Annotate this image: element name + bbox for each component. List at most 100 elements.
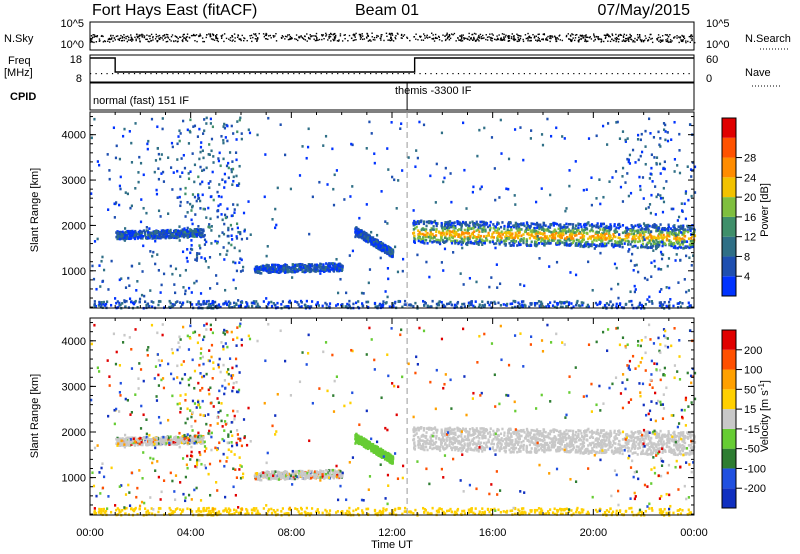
power-cell xyxy=(380,303,383,307)
power-cell xyxy=(140,234,143,237)
power-cell xyxy=(369,239,372,243)
nsky-point xyxy=(512,38,514,40)
nsky-point xyxy=(619,33,622,36)
power-cell xyxy=(115,301,118,305)
power-cell xyxy=(579,222,582,226)
power-cell xyxy=(580,301,583,304)
power-cell xyxy=(130,161,134,164)
power-cell xyxy=(380,190,383,193)
power-cell xyxy=(486,225,490,229)
nsky-point xyxy=(368,39,371,42)
power-cell xyxy=(263,265,267,269)
power-cell xyxy=(195,279,198,283)
power-cell xyxy=(189,228,192,231)
power-cell xyxy=(191,231,194,235)
power-cell xyxy=(116,230,119,233)
nsky-tick-low: 10^0 xyxy=(60,39,84,51)
power-cell xyxy=(195,259,198,262)
nsky-point xyxy=(264,38,267,40)
power-cell xyxy=(541,302,544,306)
nsky-point xyxy=(616,37,619,40)
nsky-point xyxy=(361,33,363,35)
power-cell xyxy=(444,166,447,170)
nsky-point xyxy=(325,32,327,35)
nsky-point xyxy=(661,35,664,37)
nsky-point xyxy=(220,37,223,39)
nsky-point xyxy=(141,36,144,38)
nsky-point xyxy=(596,35,598,38)
nsky-point xyxy=(424,35,426,37)
power-cell xyxy=(358,232,361,235)
power-cell xyxy=(382,246,385,250)
power-cell xyxy=(648,300,651,303)
nsky-point xyxy=(300,35,302,38)
power-cell xyxy=(222,246,225,249)
nsky-point xyxy=(347,40,349,42)
nsky-point xyxy=(551,35,553,37)
nsky-point xyxy=(90,35,93,37)
power-cell xyxy=(94,304,97,308)
nsky-point xyxy=(164,37,166,39)
nsky-point xyxy=(543,33,545,35)
power-cell xyxy=(431,299,434,303)
power-cell xyxy=(199,199,202,203)
nave-point xyxy=(111,73,114,75)
power-cell xyxy=(459,240,462,243)
power-cell xyxy=(639,188,642,192)
nsky-point xyxy=(300,35,302,37)
power-cell xyxy=(439,239,442,242)
power-cell xyxy=(310,270,313,273)
nsky-point xyxy=(496,37,499,40)
power-cell xyxy=(657,237,660,240)
nsky-point xyxy=(152,37,154,39)
nsky-point xyxy=(670,41,672,43)
power-cell xyxy=(653,226,656,229)
power-cell xyxy=(193,180,196,184)
power-cell xyxy=(330,268,333,271)
power-cell xyxy=(535,231,538,235)
power-cell xyxy=(621,231,625,235)
power-cell xyxy=(477,235,480,239)
power-cell xyxy=(518,303,521,306)
power-cell xyxy=(471,190,474,194)
power-cell xyxy=(289,301,292,305)
power-cell xyxy=(186,248,189,251)
freq-tick-low: 8 xyxy=(76,73,82,85)
power-cell xyxy=(450,239,453,243)
power-cell xyxy=(328,302,332,305)
power-cell xyxy=(507,157,511,161)
power-cell xyxy=(417,234,420,237)
power-cell xyxy=(634,161,637,164)
power-cell xyxy=(657,227,660,230)
nsky-point xyxy=(520,35,522,37)
power-cell xyxy=(537,300,541,303)
power-cell xyxy=(365,240,368,243)
power-cell xyxy=(597,230,600,234)
power-cell xyxy=(299,265,302,269)
power-cell xyxy=(401,269,404,273)
power-cell xyxy=(496,229,499,233)
power-cell xyxy=(518,243,521,247)
nave-point xyxy=(161,73,163,75)
power-cell xyxy=(230,234,233,238)
freq-label: Freq xyxy=(8,55,31,67)
power-cell xyxy=(186,233,189,237)
power-cell xyxy=(259,271,262,275)
power-cell xyxy=(310,300,314,303)
power-cell xyxy=(380,248,384,252)
power-cell xyxy=(551,239,554,242)
nsky-point xyxy=(115,35,118,38)
nsky-point xyxy=(123,36,125,39)
nsky-point xyxy=(489,37,492,39)
nsky-point xyxy=(262,33,265,35)
power-cell xyxy=(672,243,675,247)
nsky-point xyxy=(680,40,683,43)
power-cell xyxy=(666,264,669,268)
power-cell xyxy=(248,131,252,135)
power-cell xyxy=(393,301,397,305)
power-cell xyxy=(600,234,603,238)
power-cell xyxy=(265,297,268,300)
nsky-point xyxy=(636,33,639,36)
power-cell xyxy=(548,234,551,238)
power-cell xyxy=(482,226,485,229)
